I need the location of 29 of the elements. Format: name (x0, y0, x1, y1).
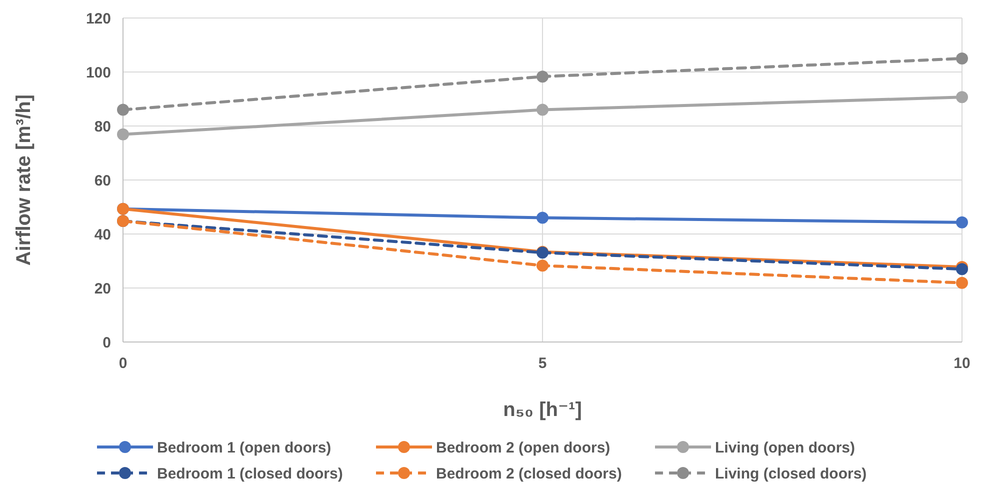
x-axis-title: n₅₀ [h⁻¹] (503, 399, 582, 421)
legend-label: Bedroom 1 (closed doors) (157, 465, 343, 482)
point (536, 260, 548, 272)
point (536, 70, 548, 83)
point (117, 104, 129, 116)
y-tick-label: 60 (94, 172, 111, 190)
point (956, 276, 968, 289)
y-tick-label: 120 (86, 10, 111, 28)
y-tick-label: 0 (102, 334, 111, 352)
point (536, 212, 548, 224)
y-axis-title: Airflow rate [m³/h] (13, 94, 35, 266)
x-tick-label: 0 (118, 355, 128, 372)
legend-label: Bedroom 2 (open doors) (436, 439, 610, 456)
x-tick-label: 10 (954, 355, 970, 372)
y-tick-label: 20 (94, 280, 111, 298)
point (956, 52, 968, 64)
y-tick-label: 40 (94, 226, 111, 244)
point (117, 128, 129, 140)
legend-label: Bedroom 1 (open doors) (157, 439, 332, 456)
legend-label: Living (closed doors) (715, 465, 867, 482)
y-tick-label: 100 (86, 64, 111, 82)
point (956, 263, 968, 276)
point (536, 104, 548, 116)
y-tick-label: 80 (94, 118, 111, 136)
x-tick-label: 5 (538, 355, 547, 372)
point (956, 216, 968, 228)
legend-label: Living (open doors) (715, 439, 855, 456)
legend-label: Bedroom 2 (closed doors) (436, 465, 622, 482)
point (956, 91, 968, 104)
